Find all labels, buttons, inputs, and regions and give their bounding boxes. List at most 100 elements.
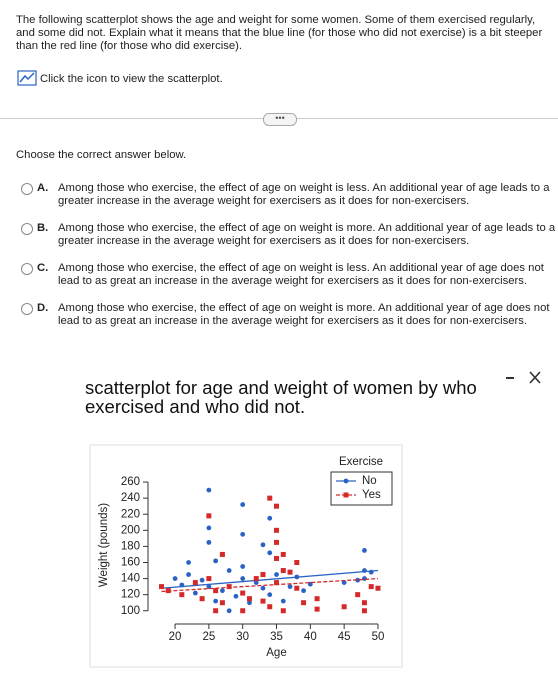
point bbox=[375, 585, 381, 591]
chart-icon[interactable] bbox=[17, 70, 37, 86]
option-text: Among those who exercise, the effect of … bbox=[58, 262, 544, 287]
option[interactable]: B. Among those who exercise, the effect o… bbox=[0, 222, 558, 256]
point bbox=[361, 600, 367, 606]
point bbox=[341, 580, 347, 585]
option-text: Among those who exercise, the effect of … bbox=[58, 182, 550, 207]
point bbox=[260, 572, 266, 578]
question-text: The following scatterplot shows the age … bbox=[16, 14, 543, 52]
radio[interactable] bbox=[20, 302, 34, 316]
option-letter: A. bbox=[37, 182, 49, 194]
point bbox=[253, 576, 259, 582]
option-text: Among those who exercise, the effect of … bbox=[58, 302, 550, 327]
point bbox=[240, 531, 246, 537]
point bbox=[280, 568, 286, 574]
point bbox=[280, 608, 286, 614]
point bbox=[199, 596, 205, 602]
point bbox=[274, 580, 280, 586]
fit-line bbox=[161, 577, 379, 593]
point bbox=[274, 539, 280, 545]
minimize[interactable] bbox=[506, 377, 514, 379]
point bbox=[362, 576, 367, 581]
y-tick-label: 180 bbox=[121, 540, 140, 552]
point bbox=[240, 590, 246, 596]
point bbox=[199, 577, 205, 583]
legend-box bbox=[330, 471, 393, 506]
point bbox=[219, 551, 225, 557]
chart-frame bbox=[89, 444, 403, 668]
option-letter: D. bbox=[37, 302, 49, 314]
point bbox=[274, 503, 280, 509]
point bbox=[206, 584, 212, 590]
option[interactable]: A. Among those who exercise, the effect o… bbox=[0, 182, 558, 216]
option-text: Among those who exercise, the effect of … bbox=[58, 222, 556, 247]
point bbox=[301, 588, 306, 594]
y-tick-label: 120 bbox=[121, 589, 140, 601]
point bbox=[280, 551, 286, 557]
prompt: Choose the correct answer below. bbox=[16, 149, 187, 161]
point bbox=[287, 584, 293, 590]
point bbox=[179, 592, 185, 598]
x-tick-label: 25 bbox=[202, 631, 215, 643]
point bbox=[355, 577, 361, 583]
radio[interactable] bbox=[20, 222, 34, 236]
point bbox=[240, 608, 246, 614]
point bbox=[226, 568, 232, 573]
point bbox=[213, 608, 219, 614]
option[interactable]: D. Among those who exercise, the effect o… bbox=[0, 302, 558, 336]
point bbox=[192, 590, 198, 596]
point bbox=[314, 606, 320, 612]
expand-button[interactable]: ••• bbox=[263, 113, 297, 126]
y-tick-label: 100 bbox=[121, 605, 140, 617]
close[interactable] bbox=[529, 371, 541, 384]
x-tick-label: 45 bbox=[338, 631, 351, 643]
point bbox=[206, 539, 212, 545]
legend-title: Exercise bbox=[339, 456, 383, 468]
point bbox=[226, 608, 232, 614]
legend-marker bbox=[343, 492, 349, 498]
point bbox=[246, 596, 252, 602]
point bbox=[219, 600, 225, 606]
point bbox=[186, 560, 191, 565]
x-tick-label: 50 bbox=[372, 631, 385, 643]
radio[interactable] bbox=[20, 262, 34, 276]
point bbox=[226, 584, 232, 590]
legend-marker bbox=[343, 478, 349, 484]
point bbox=[192, 580, 198, 586]
point bbox=[172, 576, 178, 581]
point bbox=[220, 588, 225, 594]
point bbox=[260, 598, 266, 604]
x-axis-label: Age bbox=[266, 647, 286, 659]
point bbox=[301, 600, 307, 606]
point bbox=[368, 584, 374, 590]
point bbox=[267, 495, 273, 501]
view-link[interactable]: Click the icon to view the scatterplot. bbox=[40, 73, 223, 85]
fit-line bbox=[161, 569, 379, 589]
point bbox=[361, 608, 367, 614]
point bbox=[213, 588, 219, 594]
point bbox=[267, 550, 273, 556]
point bbox=[362, 548, 367, 553]
option[interactable]: C. Among those who exercise, the effect o… bbox=[0, 262, 558, 296]
point bbox=[314, 596, 320, 602]
y-tick-label: 160 bbox=[121, 557, 140, 569]
point bbox=[274, 572, 279, 577]
y-axis-label: Weight (pounds) bbox=[98, 503, 110, 587]
point bbox=[274, 527, 280, 533]
point bbox=[240, 564, 246, 569]
point bbox=[280, 598, 286, 604]
option-letter: B. bbox=[37, 222, 49, 234]
point bbox=[260, 542, 266, 548]
point bbox=[206, 513, 212, 519]
window-controls bbox=[506, 371, 541, 384]
y-tick-label: 260 bbox=[121, 476, 140, 488]
point bbox=[341, 604, 347, 610]
point bbox=[253, 580, 259, 585]
point bbox=[294, 585, 300, 591]
point bbox=[233, 593, 239, 599]
y-tick-label: 140 bbox=[121, 573, 140, 585]
x-tick-label: 20 bbox=[169, 631, 182, 643]
radio[interactable] bbox=[20, 182, 34, 196]
point bbox=[247, 600, 252, 606]
